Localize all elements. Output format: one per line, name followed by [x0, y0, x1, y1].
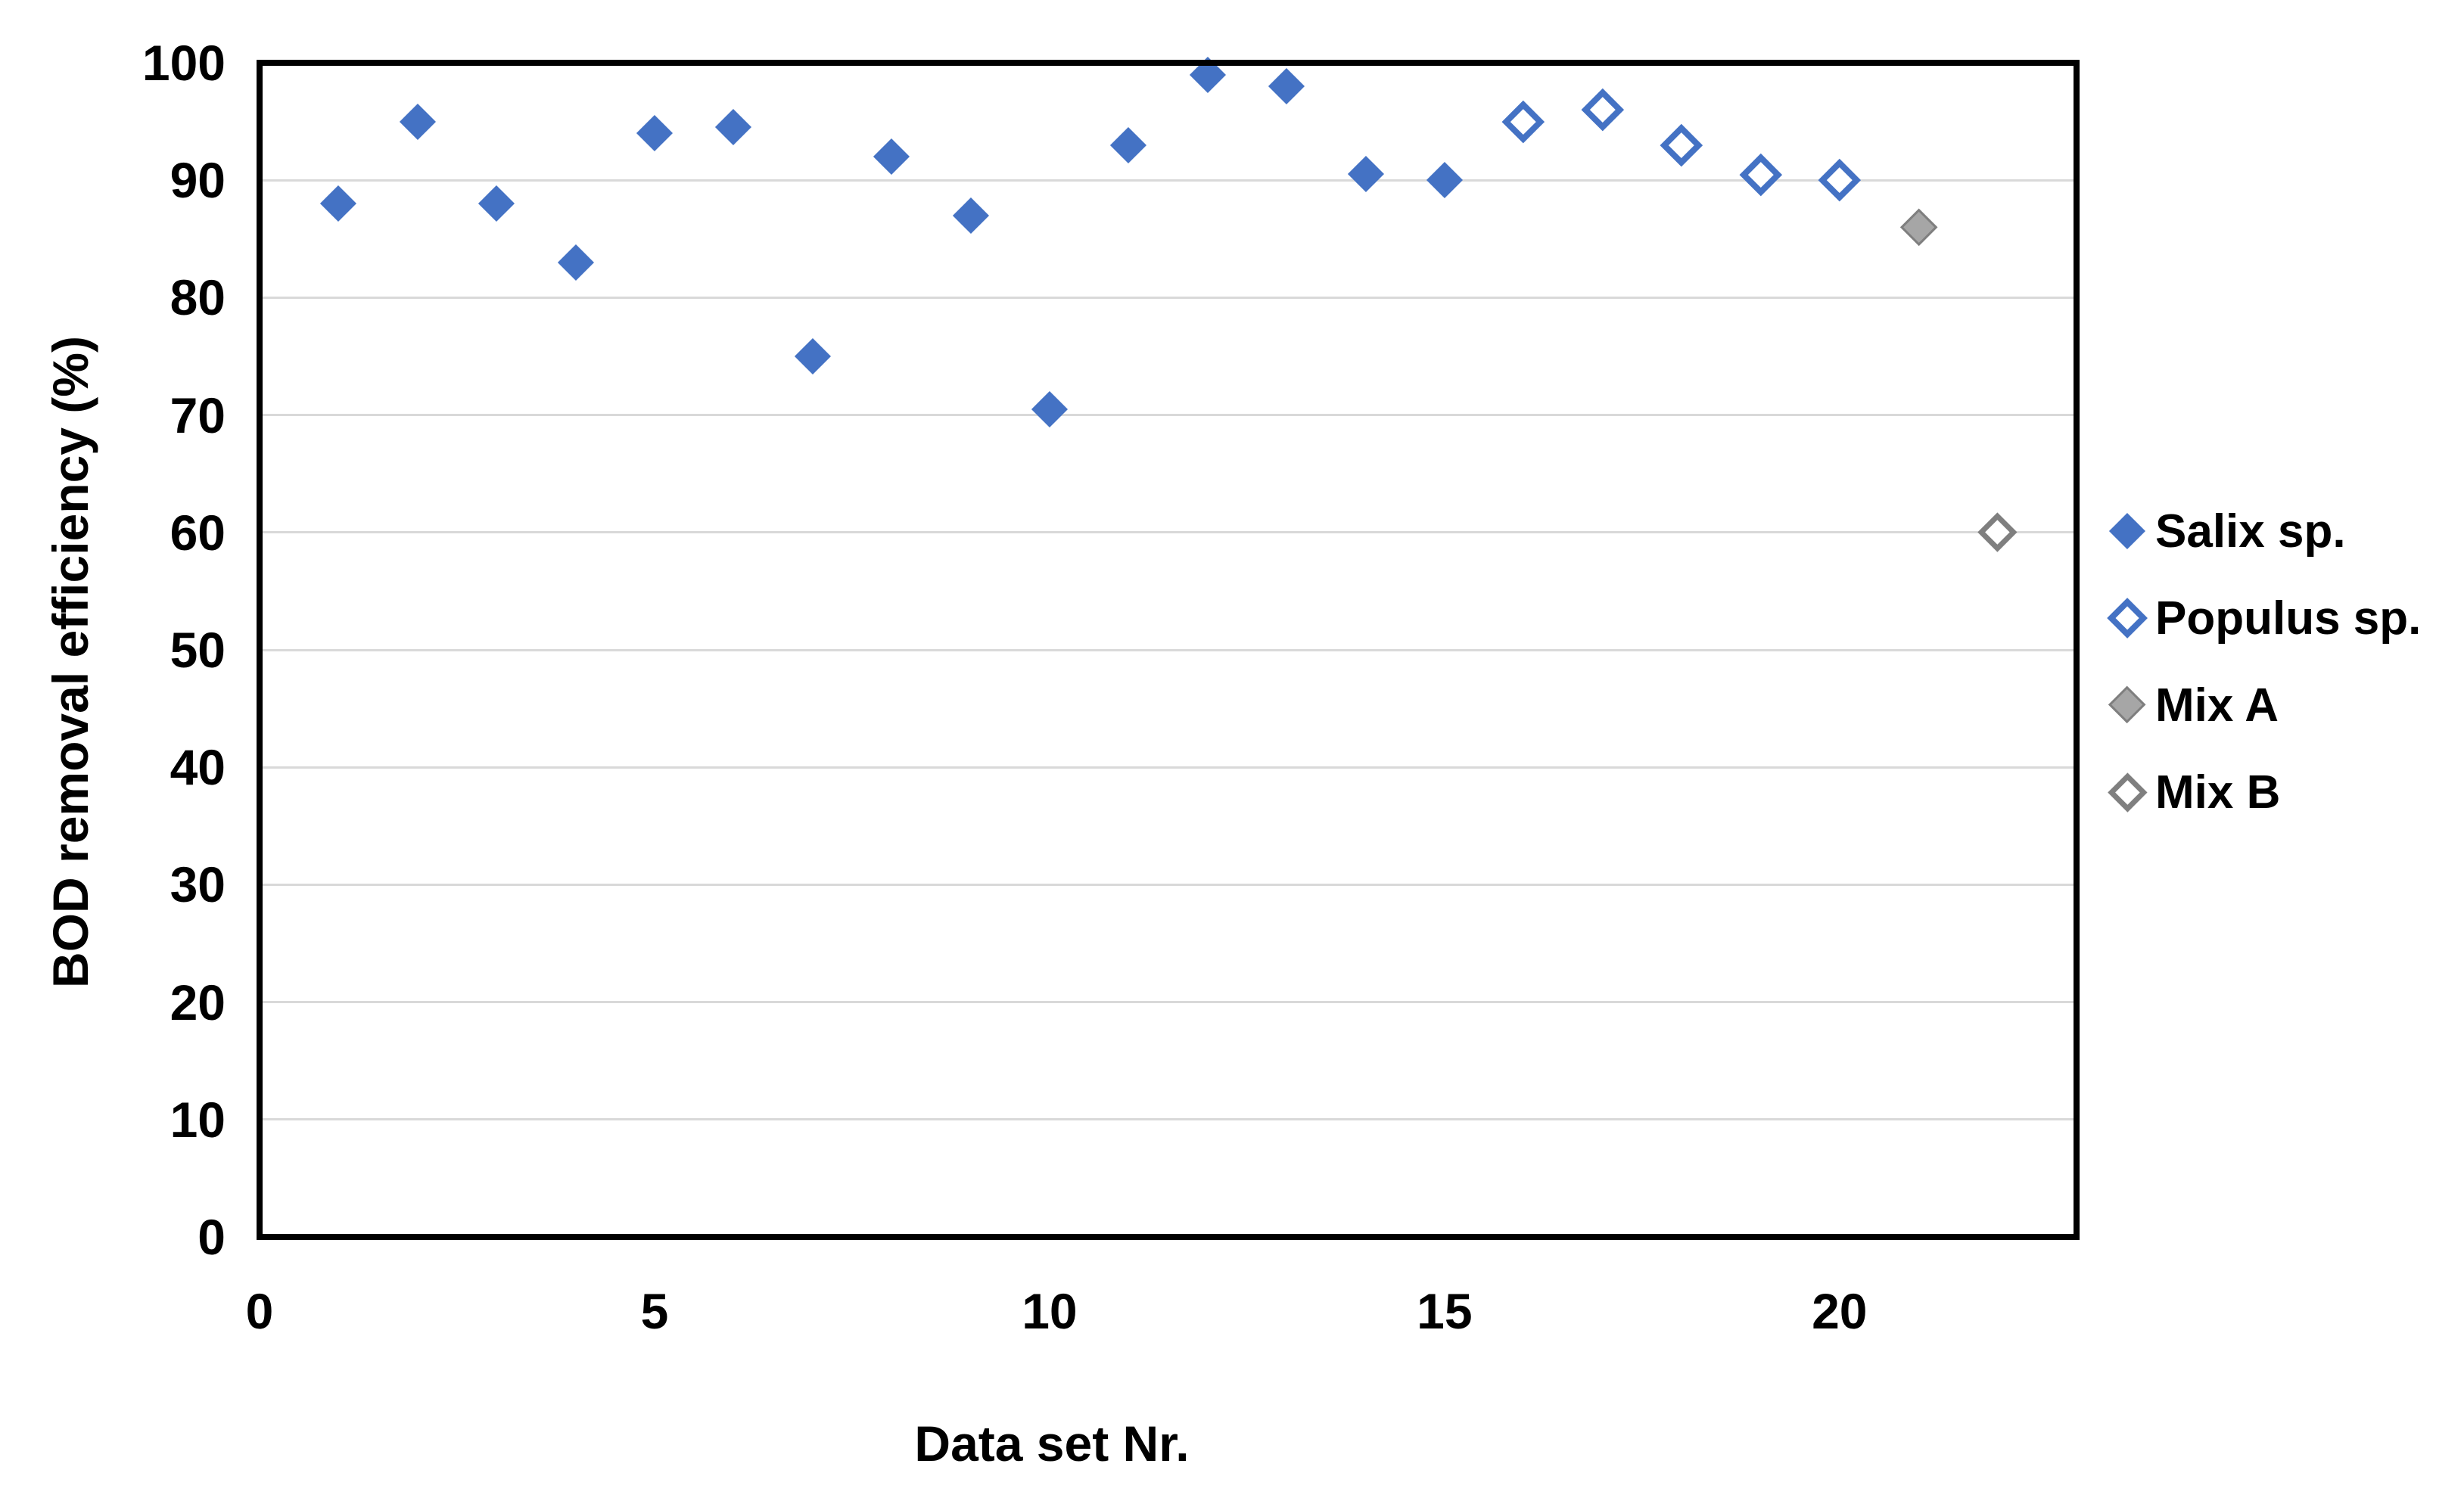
salix-sp-point: [1110, 126, 1147, 163]
salix-sp-point: [478, 185, 515, 222]
y-tick-label-20: 20: [170, 974, 226, 1030]
gridline-y-70: [260, 414, 2077, 417]
salix-sp-point: [1268, 68, 1305, 105]
mix-a-legend-marker-icon: [2108, 685, 2146, 724]
y-tick-label-70: 70: [170, 387, 226, 443]
y-tick-label-90: 90: [170, 152, 226, 209]
legend-label-salix-sp: Salix sp.: [2155, 505, 2346, 558]
legend-label-populus-sp: Populus sp.: [2155, 592, 2422, 645]
y-tick-label-100: 100: [142, 35, 226, 91]
populus-sp-legend-marker-icon: [2107, 598, 2148, 639]
mix-b-point: [1977, 512, 2018, 552]
y-tick-label-0: 0: [198, 1209, 226, 1265]
populus-sp-point: [1739, 153, 1782, 196]
mix-a-point: [1899, 208, 1938, 247]
gridline-y-20: [260, 1001, 2077, 1004]
y-tick-label-50: 50: [170, 622, 226, 678]
salix-sp-point: [320, 185, 357, 222]
y-tick-label-80: 80: [170, 269, 226, 326]
salix-sp-point: [399, 103, 436, 140]
populus-sp-point: [1502, 100, 1545, 143]
salix-sp-point: [1347, 156, 1384, 193]
x-tick-label-20: 20: [1812, 1283, 1868, 1339]
x-tick-label-0: 0: [245, 1283, 274, 1339]
salix-sp-point: [715, 109, 752, 146]
gridline-y-80: [260, 296, 2077, 299]
gridline-y-30: [260, 883, 2077, 886]
salix-sp-point: [557, 244, 594, 281]
salix-sp-legend-marker-icon: [2108, 512, 2145, 549]
gridline-y-90: [260, 179, 2077, 182]
populus-sp-point: [1660, 123, 1703, 166]
x-tick-label-15: 15: [1417, 1283, 1473, 1339]
salix-sp-point: [1426, 162, 1463, 199]
mix-b-legend-marker-icon: [2107, 772, 2147, 812]
y-tick-label-40: 40: [170, 739, 226, 796]
x-tick-label-5: 5: [640, 1283, 669, 1339]
salix-sp-point: [636, 115, 673, 152]
y-tick-label-60: 60: [170, 504, 226, 561]
salix-sp-point: [873, 138, 910, 176]
legend-label-mix-b: Mix B: [2155, 766, 2281, 819]
populus-sp-point: [1818, 159, 1861, 202]
gridline-y-60: [260, 531, 2077, 534]
salix-sp-point: [794, 337, 831, 374]
x-tick-label-10: 10: [1022, 1283, 1078, 1339]
salix-sp-point: [1031, 390, 1068, 427]
salix-sp-point: [1189, 56, 1226, 93]
populus-sp-point: [1581, 89, 1624, 132]
gridline-y-40: [260, 766, 2077, 769]
salix-sp-point: [952, 197, 989, 234]
legend-label-mix-a: Mix A: [2155, 679, 2279, 732]
gridline-y-10: [260, 1118, 2077, 1121]
y-tick-label-30: 30: [170, 856, 226, 913]
x-axis-title: Data set Nr.: [914, 1415, 1190, 1471]
y-tick-label-10: 10: [170, 1091, 226, 1148]
gridline-y-50: [260, 648, 2077, 651]
